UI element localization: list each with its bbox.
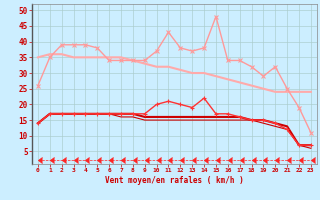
X-axis label: Vent moyen/en rafales ( km/h ): Vent moyen/en rafales ( km/h ) [105, 176, 244, 185]
